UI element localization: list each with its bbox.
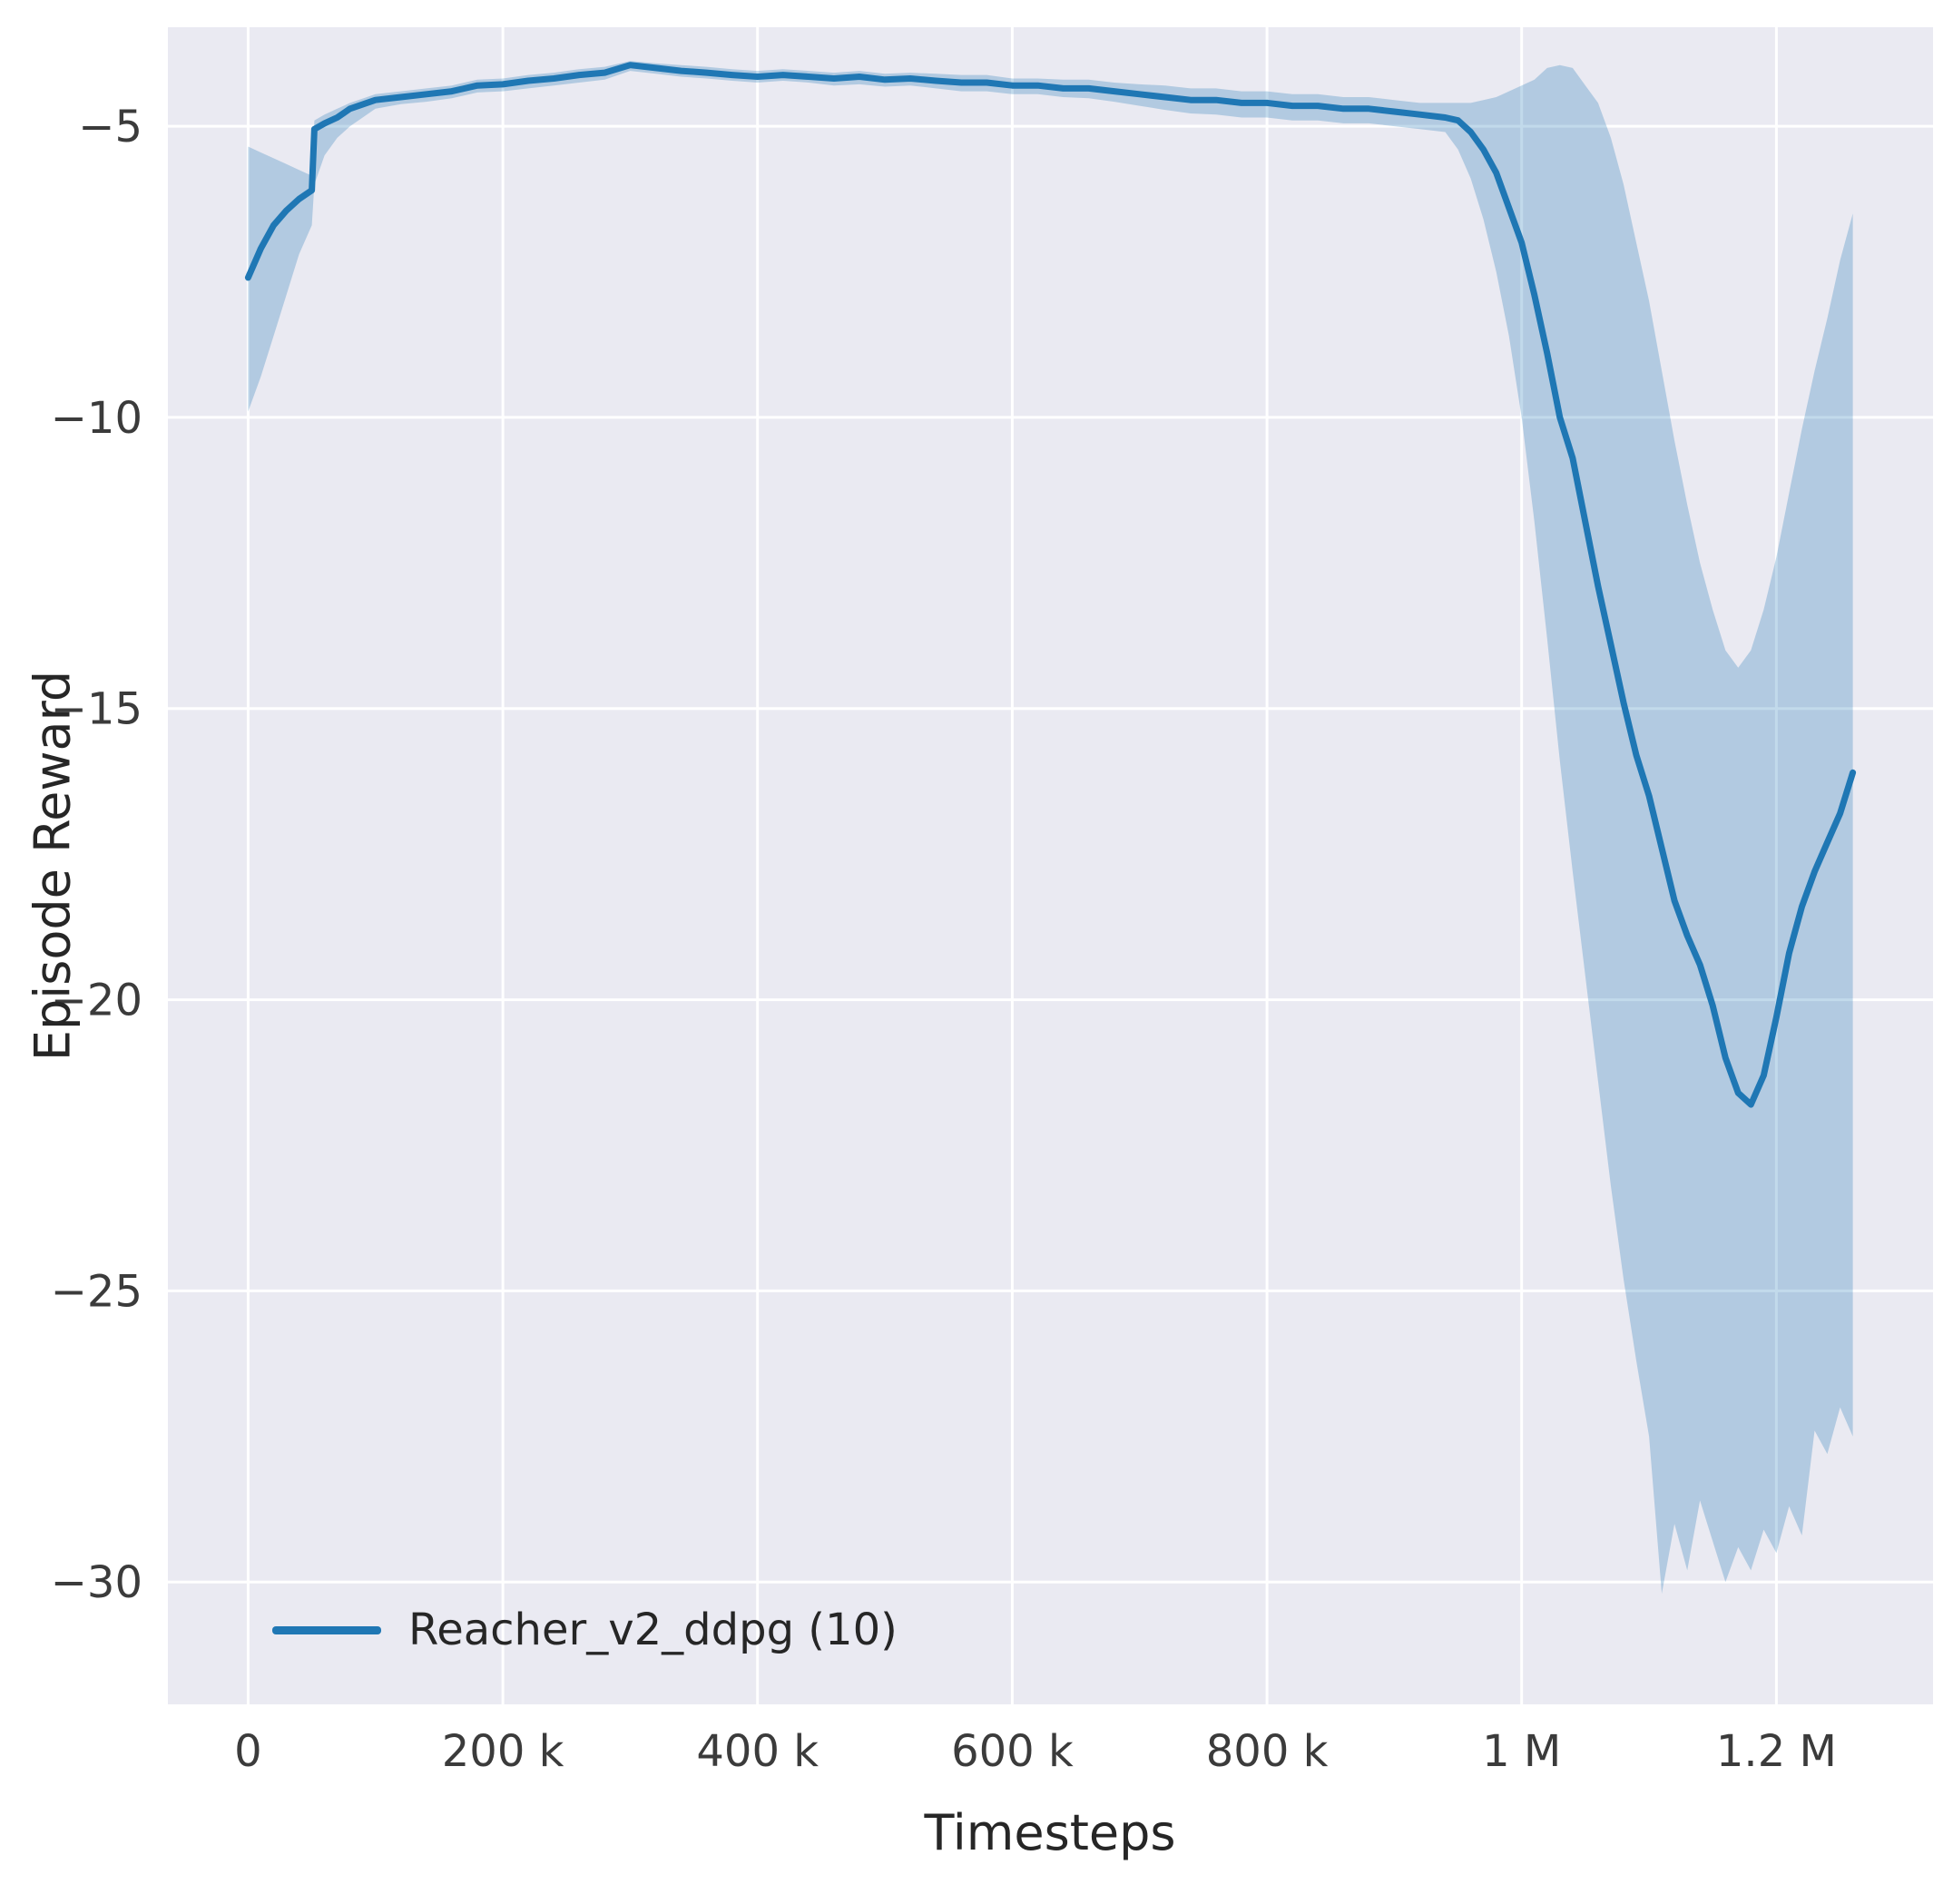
x-tick-label: 1.2 M (1716, 1726, 1837, 1777)
y-tick-label: −30 (51, 1557, 142, 1608)
legend-label: Reacher_v2_ddpg (10) (408, 1605, 898, 1655)
x-tick-label: 1 M (1482, 1726, 1561, 1777)
x-tick-label: 200 k (442, 1726, 564, 1777)
plot-background (168, 27, 1933, 1704)
mean-line (244, 62, 1857, 1108)
x-tick-label: 600 k (951, 1726, 1074, 1777)
confidence-band (248, 61, 1853, 1595)
y-axis-label: Episode Reward (24, 670, 82, 1062)
y-tick-label: −25 (51, 1266, 142, 1317)
legend: Reacher_v2_ddpg (10) (272, 1605, 898, 1655)
x-axis-label: Timesteps (924, 1804, 1176, 1861)
legend-line-sample (272, 1625, 381, 1634)
x-tick-label: 0 (234, 1726, 262, 1777)
y-tick-label: −15 (51, 684, 142, 735)
y-tick-label: −10 (51, 393, 142, 444)
y-tick-label: −5 (78, 102, 142, 152)
x-tick-label: 400 k (696, 1726, 819, 1777)
x-tick-label: 800 k (1206, 1726, 1329, 1777)
y-tick-label: −20 (51, 976, 142, 1026)
